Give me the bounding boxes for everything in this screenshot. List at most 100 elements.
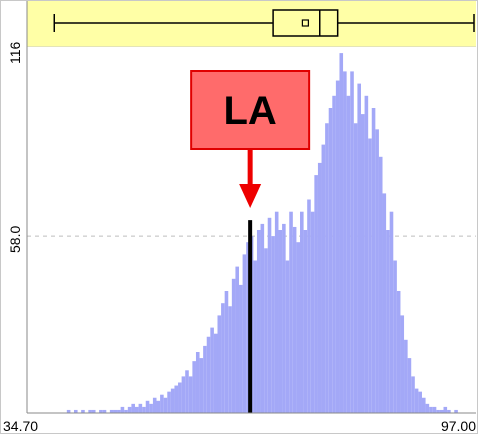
histogram-bar [357, 83, 361, 413]
histogram-bar [418, 391, 422, 413]
histogram-bar [285, 260, 290, 413]
histogram-bar [378, 156, 383, 414]
histogram-bar [185, 370, 189, 413]
histogram-bar [271, 236, 275, 413]
histogram-bar [382, 193, 387, 413]
histogram-bar [228, 306, 232, 413]
histogram-bar [274, 211, 279, 413]
x-tick-label-max: 97.00 [441, 418, 476, 434]
histogram-bar [267, 217, 272, 413]
histogram-bar [353, 123, 358, 413]
y-tick-label-mid: 58.0 [7, 226, 23, 253]
histogram-bar [303, 230, 308, 413]
histogram-bar [292, 226, 297, 413]
histogram-bar [156, 400, 161, 413]
histogram-bar [443, 406, 448, 413]
histogram-bar [142, 406, 146, 413]
histogram-bar [278, 230, 283, 413]
histogram-bar [310, 211, 315, 413]
histogram-bar [99, 409, 103, 413]
histogram-bar [134, 406, 139, 413]
histogram-bars [66, 53, 458, 414]
histogram-bar [199, 358, 204, 413]
marker-label-text: LA [223, 89, 276, 133]
histogram-bar [432, 406, 437, 413]
histogram-bar [91, 409, 96, 413]
histogram-bar [436, 409, 440, 413]
histogram-bar [368, 138, 372, 413]
histogram-bar [127, 406, 132, 413]
marker-arrow-head [239, 184, 262, 208]
histogram-bar [152, 397, 157, 413]
histogram-bar [231, 278, 236, 413]
histogram-bar [414, 388, 419, 413]
histogram-bar [307, 199, 311, 413]
x-tick-label-min: 34.70 [3, 418, 38, 434]
histogram-bar [178, 382, 182, 413]
histogram-bar [195, 352, 200, 413]
histogram-bar [170, 388, 175, 413]
histogram-bar [113, 409, 118, 413]
histogram-bar [439, 409, 444, 413]
histogram-bar [188, 376, 193, 413]
histogram-bar [325, 123, 329, 413]
histogram-bar [454, 409, 458, 413]
histogram-bar [389, 211, 394, 413]
histogram-bar [321, 144, 326, 413]
histogram-bar [66, 409, 71, 413]
histogram-bar [246, 242, 250, 413]
histogram-bar [224, 291, 229, 413]
histogram-bar [206, 336, 211, 413]
histogram-bar [282, 223, 286, 413]
histogram-bar [335, 80, 340, 414]
histogram-bar [393, 260, 397, 413]
histogram-bar [300, 211, 304, 413]
histogram-bar [88, 409, 92, 413]
histogram-bar [102, 409, 107, 413]
histogram-bar [213, 333, 218, 413]
marker-annotation: LA [190, 70, 311, 413]
histogram-bar [404, 339, 408, 413]
histogram-bar [117, 409, 121, 413]
histogram-bar [73, 409, 78, 413]
histogram-bar [124, 409, 128, 413]
histogram-bar [145, 400, 150, 413]
histogram-bar [289, 211, 293, 413]
marker-label-box [190, 70, 311, 150]
histogram-bar [217, 315, 222, 413]
histogram-bar [192, 361, 196, 413]
histogram-bar [386, 230, 390, 413]
histogram-bar [407, 358, 412, 413]
histogram-bar [332, 95, 336, 414]
histogram-bar [328, 108, 333, 413]
histogram-bar [421, 397, 426, 413]
histogram-bar [396, 291, 401, 413]
y-tick-label-max: 116 [7, 41, 23, 64]
boxplot-mean [301, 19, 309, 27]
histogram-bar [447, 409, 451, 413]
histogram-bar [109, 409, 114, 413]
histogram-bar [429, 406, 433, 413]
boxplot [53, 9, 475, 37]
histogram-bar [339, 53, 344, 413]
histogram-bar [260, 223, 265, 413]
histogram-bar [221, 303, 225, 413]
histogram-bar [425, 403, 430, 413]
histogram-bar [350, 71, 354, 414]
histogram-bar [256, 230, 261, 413]
histogram-bar [138, 403, 143, 413]
histogram-bar [235, 266, 240, 413]
histogram-bar [346, 95, 351, 414]
histogram-bar [167, 391, 171, 413]
histogram-bar [411, 376, 415, 413]
histogram-bar [149, 403, 153, 413]
histogram-bar [371, 108, 376, 413]
histogram-bar [253, 260, 257, 413]
histogram-bar [120, 406, 125, 413]
histogram-bar [210, 327, 214, 413]
histogram-bar [364, 95, 369, 414]
histogram-bar [163, 397, 168, 413]
histogram-bar [360, 114, 365, 413]
